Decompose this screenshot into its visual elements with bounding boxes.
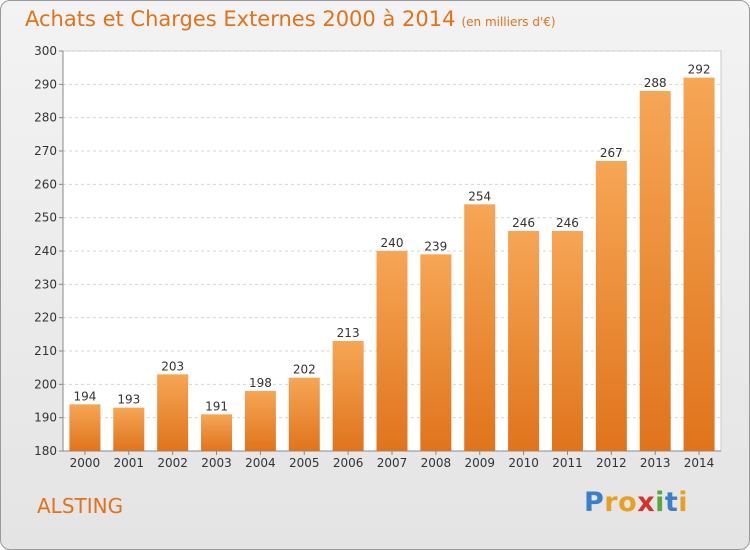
y-tick-label: 180 bbox=[34, 444, 57, 458]
proxiti-logo: Proxiti bbox=[584, 487, 688, 518]
y-tick-label: 240 bbox=[34, 244, 57, 258]
data-label: 193 bbox=[117, 393, 140, 407]
x-tick-label: 2012 bbox=[596, 456, 627, 470]
x-tick-label: 2002 bbox=[157, 456, 188, 470]
data-label: 239 bbox=[424, 239, 447, 253]
y-tick-label: 250 bbox=[34, 211, 57, 225]
y-tick-label: 220 bbox=[34, 311, 57, 325]
bar bbox=[244, 391, 276, 451]
bar bbox=[157, 374, 189, 451]
y-tick-label: 260 bbox=[34, 177, 57, 191]
bar bbox=[69, 404, 101, 451]
y-tick-label: 270 bbox=[34, 144, 57, 158]
y-tick-label: 280 bbox=[34, 111, 57, 125]
chart-subtitle: (en milliers d'€) bbox=[461, 15, 556, 29]
location-label: ALSTING bbox=[37, 494, 124, 518]
logo-letter: r bbox=[604, 487, 619, 518]
x-tick-label: 2000 bbox=[70, 456, 101, 470]
logo-letter: P bbox=[584, 487, 605, 518]
chart-title: Achats et Charges Externes 2000 à 2014 (e… bbox=[25, 7, 556, 31]
bar bbox=[639, 91, 671, 451]
x-tick-label: 2001 bbox=[114, 456, 145, 470]
bar bbox=[420, 254, 452, 451]
data-label: 191 bbox=[205, 399, 228, 413]
data-label: 203 bbox=[161, 359, 184, 373]
y-tick-label: 290 bbox=[34, 77, 57, 91]
bar bbox=[551, 231, 583, 451]
y-tick-label: 230 bbox=[34, 277, 57, 291]
x-tick-label: 2005 bbox=[289, 456, 320, 470]
bar bbox=[376, 251, 408, 451]
bar bbox=[201, 414, 233, 451]
bar bbox=[595, 161, 627, 451]
x-tick-label: 2003 bbox=[201, 456, 232, 470]
data-label: 288 bbox=[644, 76, 667, 90]
logo-letter: i bbox=[655, 487, 665, 518]
x-tick-label: 2013 bbox=[640, 456, 671, 470]
logo-letter: i bbox=[678, 487, 689, 518]
x-tick-label: 2008 bbox=[421, 456, 452, 470]
y-tick-label: 300 bbox=[34, 44, 57, 58]
bar bbox=[113, 407, 145, 451]
data-label: 194 bbox=[73, 389, 96, 403]
bar bbox=[464, 204, 496, 451]
x-tick-label: 2006 bbox=[333, 456, 364, 470]
data-label: 246 bbox=[512, 216, 535, 230]
y-tick-label: 200 bbox=[34, 377, 57, 391]
data-label: 254 bbox=[468, 189, 491, 203]
x-tick-label: 2004 bbox=[245, 456, 276, 470]
data-label: 202 bbox=[293, 363, 316, 377]
data-label: 292 bbox=[688, 63, 711, 77]
bar bbox=[288, 377, 320, 451]
x-tick-label: 2011 bbox=[552, 456, 583, 470]
bar bbox=[683, 77, 715, 452]
bar bbox=[332, 341, 364, 451]
x-tick-label: 2010 bbox=[508, 456, 539, 470]
logo-letter: o bbox=[618, 487, 638, 518]
data-label: 198 bbox=[249, 376, 272, 390]
data-label: 246 bbox=[556, 216, 579, 230]
logo-letter: x bbox=[637, 487, 656, 518]
bar bbox=[508, 231, 540, 451]
x-tick-label: 2014 bbox=[684, 456, 715, 470]
chart-title-text: Achats et Charges Externes 2000 à 2014 bbox=[25, 7, 456, 31]
y-tick-label: 210 bbox=[34, 344, 57, 358]
x-tick-label: 2007 bbox=[377, 456, 408, 470]
data-label: 267 bbox=[600, 146, 623, 160]
x-tick-label: 2009 bbox=[464, 456, 495, 470]
data-label: 213 bbox=[337, 326, 360, 340]
y-tick-label: 190 bbox=[34, 411, 57, 425]
data-label: 240 bbox=[381, 236, 404, 250]
logo-letter: t bbox=[664, 487, 679, 518]
